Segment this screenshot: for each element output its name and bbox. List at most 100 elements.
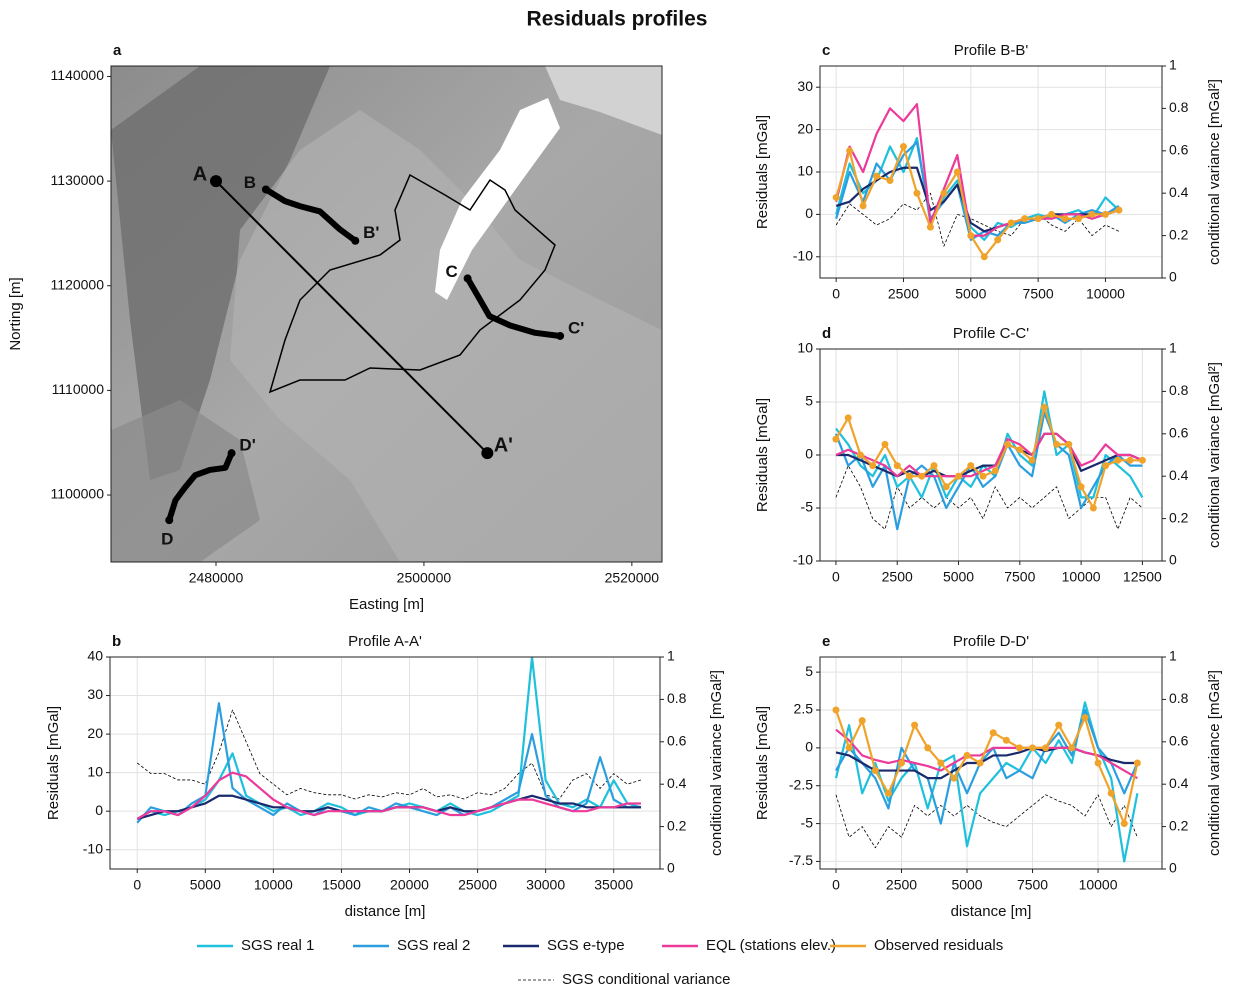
y2-tick-label: 0.4 bbox=[1169, 184, 1189, 200]
series-line bbox=[137, 773, 641, 819]
hillshade bbox=[111, 66, 662, 562]
y2-tick-label: 0.2 bbox=[1169, 817, 1189, 833]
x-tick-label: 2500000 bbox=[397, 570, 452, 586]
marker bbox=[869, 462, 876, 469]
y2-axis-label: conditional variance [mGal²] bbox=[1206, 79, 1223, 265]
x-tick-label: 10000 bbox=[1079, 877, 1118, 893]
y-axis-label: Residuals [mGal] bbox=[754, 398, 771, 512]
profile-end bbox=[351, 237, 359, 245]
marker bbox=[873, 173, 880, 180]
x-axis-label: distance [m] bbox=[951, 903, 1032, 920]
x-tick-label: 7500 bbox=[1017, 877, 1048, 893]
y2-tick-label: 0.8 bbox=[667, 690, 687, 706]
legend-item: SGS e-type bbox=[503, 937, 625, 954]
plot-area bbox=[833, 104, 1123, 260]
legend-item: SGS real 1 bbox=[197, 937, 314, 954]
marker bbox=[967, 462, 974, 469]
marker bbox=[931, 462, 938, 469]
profile-end bbox=[481, 447, 493, 459]
panel-letter: d bbox=[822, 325, 831, 342]
profile-label: D' bbox=[239, 436, 255, 455]
y-tick-label: 30 bbox=[87, 686, 103, 702]
marker bbox=[859, 717, 866, 724]
marker bbox=[846, 744, 853, 751]
marker bbox=[981, 253, 988, 260]
y2-axis-label: conditional variance [mGal²] bbox=[1206, 670, 1223, 856]
marker bbox=[1114, 457, 1121, 464]
y-tick-label: 0 bbox=[95, 802, 103, 818]
y2-tick-label: 0.8 bbox=[1169, 690, 1189, 706]
x-tick-label: 10000 bbox=[1062, 569, 1101, 585]
marker bbox=[1102, 211, 1109, 218]
y-tick-label: -5 bbox=[801, 499, 814, 515]
plot-area bbox=[832, 391, 1145, 529]
x-tick-label: 12500 bbox=[1123, 569, 1162, 585]
profile-label: A bbox=[193, 163, 207, 185]
marker bbox=[906, 473, 913, 480]
y2-tick-label: 0.4 bbox=[1169, 775, 1189, 791]
marker bbox=[977, 760, 984, 767]
x-tick-label: 20000 bbox=[390, 877, 429, 893]
series-line bbox=[836, 138, 1119, 240]
marker bbox=[1004, 441, 1011, 448]
series-line bbox=[836, 142, 1119, 240]
y2-tick-label: 1 bbox=[1169, 648, 1177, 664]
marker bbox=[1029, 744, 1036, 751]
marker bbox=[857, 452, 864, 459]
y2-tick-label: 0.6 bbox=[1169, 425, 1189, 441]
y-axis-label: Residuals [mGal] bbox=[754, 706, 771, 820]
panel-letter: a bbox=[113, 42, 122, 59]
y2-tick-label: 0 bbox=[1169, 860, 1177, 876]
y2-tick-label: 0.2 bbox=[1169, 226, 1189, 242]
marker bbox=[1121, 820, 1128, 827]
marker bbox=[885, 790, 892, 797]
marker bbox=[990, 729, 997, 736]
x-tick-label: 0 bbox=[832, 877, 840, 893]
legend-label: SGS real 1 bbox=[241, 937, 314, 954]
legend-item: EQL (stations elev.) bbox=[662, 937, 836, 954]
panel-title: Profile C-C' bbox=[953, 325, 1029, 342]
plot-area bbox=[832, 702, 1140, 861]
y2-tick-label: 0 bbox=[1169, 552, 1177, 568]
marker bbox=[992, 467, 999, 474]
y2-tick-label: 0 bbox=[1169, 269, 1177, 285]
y2-tick-label: 1 bbox=[1169, 57, 1177, 73]
marker bbox=[1081, 714, 1088, 721]
x-axis-label: distance [m] bbox=[345, 903, 426, 920]
series-line bbox=[836, 795, 1137, 848]
marker bbox=[1065, 441, 1072, 448]
y-tick-label: 1100000 bbox=[51, 486, 105, 502]
marker bbox=[845, 414, 852, 421]
x-tick-label: 0 bbox=[832, 569, 840, 585]
panel-letter: b bbox=[112, 633, 121, 650]
marker bbox=[1016, 744, 1023, 751]
marker bbox=[937, 760, 944, 767]
marker bbox=[1068, 744, 1075, 751]
y-tick-label: 5 bbox=[805, 393, 813, 409]
marker bbox=[964, 752, 971, 759]
marker bbox=[1035, 215, 1042, 222]
marker bbox=[940, 190, 947, 197]
marker bbox=[1062, 215, 1069, 222]
x-tick-label: 2500 bbox=[882, 569, 913, 585]
legend-label: SGS e-type bbox=[547, 937, 625, 954]
marker bbox=[1048, 211, 1055, 218]
marker bbox=[1108, 790, 1115, 797]
y-tick-label: -10 bbox=[793, 552, 813, 568]
y2-tick-label: 0.2 bbox=[667, 817, 687, 833]
marker bbox=[913, 190, 920, 197]
marker bbox=[1075, 215, 1082, 222]
marker bbox=[980, 473, 987, 480]
marker bbox=[911, 722, 918, 729]
y2-tick-label: 1 bbox=[667, 648, 675, 664]
marker bbox=[1095, 760, 1102, 767]
panel-letter: c bbox=[822, 42, 830, 59]
y-tick-label: -5 bbox=[801, 814, 814, 830]
profile-end bbox=[262, 185, 270, 193]
x-axis-label: Easting [m] bbox=[349, 596, 424, 613]
y-tick-label: 1120000 bbox=[51, 276, 105, 292]
x-tick-label: 0 bbox=[832, 286, 840, 302]
marker bbox=[1134, 760, 1141, 767]
marker bbox=[860, 202, 867, 209]
marker bbox=[1139, 457, 1146, 464]
